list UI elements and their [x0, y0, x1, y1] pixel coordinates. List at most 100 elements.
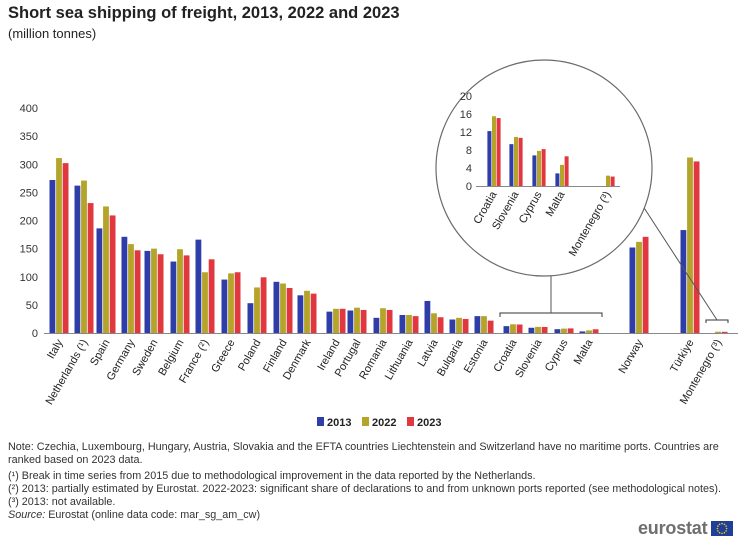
source-text: Eurostat (online data code: mar_sg_am_cw…: [45, 509, 261, 521]
footnote-1: (¹) Break in time series from 2015 due t…: [8, 470, 536, 482]
chart-subtitle: (million tonnes): [8, 26, 97, 41]
bar-sweden-2013: [144, 250, 151, 334]
inset-bar-slovenia-2013: [509, 144, 514, 186]
bar-belgium-2023: [183, 255, 190, 334]
bar-cyprus-2023: [567, 328, 574, 333]
legend-label-2013: 2013: [327, 417, 351, 429]
bar-belgium-2013: [170, 261, 177, 333]
bar-ireland-2013: [326, 311, 333, 334]
bar-croatia-2022: [510, 324, 516, 333]
bar-spain-2013: [96, 228, 103, 334]
x-category-label: Malta: [572, 337, 596, 367]
bar-ireland-2023: [339, 308, 346, 333]
note-text: Note: Czechia, Luxembourg, Hungary, Aust…: [8, 441, 719, 466]
bar-cyprus-2013: [554, 329, 561, 333]
bar-latvia-2022: [431, 313, 437, 333]
y-tick-label: 300: [20, 159, 38, 171]
bar-lithuania-2022: [406, 315, 412, 333]
bar-montenegro-2023: [721, 331, 728, 333]
inset-bar-cyprus-2023: [541, 149, 546, 186]
bar-finland-2022: [280, 283, 286, 333]
bar-poland-2023: [260, 277, 267, 333]
x-category-label: Poland: [236, 338, 264, 374]
bar-malta-2013: [579, 331, 586, 333]
inset-y-tick-label: 12: [460, 127, 472, 139]
legend-swatch-2013: [317, 417, 324, 426]
legend-swatch-2023: [407, 417, 414, 426]
legend-label-2023: 2023: [417, 417, 441, 429]
eu-flag-icon: [711, 521, 734, 536]
bar-norway-2022: [636, 241, 642, 334]
inset-bar-malta-2013: [555, 173, 560, 186]
bar-portugal-2013: [347, 310, 354, 333]
legend-swatch-2022: [362, 417, 369, 426]
eurostat-logo[interactable]: eurostat: [638, 518, 734, 539]
bar-spain-2023: [109, 215, 116, 333]
bar-italy-2013: [49, 180, 56, 333]
bar-estonia-2023: [487, 320, 494, 334]
bar-finland-2023: [286, 288, 293, 333]
inset-bar-croatia-2022: [492, 116, 496, 186]
bar-sweden-2023: [157, 254, 164, 333]
bar-sweden-2022: [151, 248, 157, 334]
bar-malta-2022: [586, 330, 592, 333]
bar-cyprus-2022: [561, 328, 567, 333]
y-tick-label: 250: [20, 187, 38, 199]
bar-denmark-2022: [304, 290, 310, 333]
inset-y-tick-label: 16: [460, 109, 472, 121]
inset-bar-cyprus-2022: [537, 150, 541, 186]
inset-bar-malta-2022: [560, 164, 564, 186]
bar-italy-2022: [56, 158, 62, 333]
x-category-label: Greece: [209, 338, 237, 375]
bar-croatia-2013: [503, 326, 510, 333]
bar-norway-2013: [629, 247, 636, 333]
bar-t-rkiye-2023: [693, 161, 700, 333]
bar-t-rkiye-2013: [680, 230, 687, 333]
inset-bar-cyprus-2013: [532, 155, 537, 186]
footnote-3: (³) 2013: not available.: [8, 496, 116, 508]
inset-y-tick-label: 20: [460, 91, 472, 103]
bar-netherlands-2022: [81, 180, 87, 333]
bar-bulgaria-2023: [462, 318, 469, 333]
y-tick-label: 50: [26, 300, 38, 312]
inset-bar-montenegro-2023: [610, 176, 615, 186]
x-category-label: Spain: [88, 338, 112, 368]
bar-netherlands-2013: [74, 185, 81, 334]
bar-romania-2023: [386, 309, 393, 333]
zoom-bracket-small: [499, 312, 603, 317]
x-category-label: Türkiye: [668, 338, 696, 375]
bar-greece-2013: [221, 279, 228, 333]
bar-belgium-2022: [177, 249, 183, 333]
bar-latvia-2013: [424, 300, 431, 333]
bar-estonia-2022: [481, 316, 487, 334]
y-tick-label: 350: [20, 131, 38, 143]
bar-slovenia-2013: [528, 327, 535, 333]
x-category-label: Cyprus: [543, 337, 571, 374]
bar-germany-2022: [128, 244, 134, 334]
y-tick-label: 150: [20, 244, 38, 256]
bar-italy-2023: [62, 163, 69, 334]
bar-chart: 050100150200250300350400ItalyNetherlands…: [20, 59, 738, 429]
bar-netherlands-2023: [87, 203, 94, 333]
bar-france-2013: [195, 239, 202, 334]
zoom-connector-right: [636, 196, 718, 321]
bar-montenegro-2022: [715, 331, 721, 333]
bar-estonia-2013: [474, 316, 481, 334]
bar-greece-2022: [228, 273, 234, 334]
source-label: Source:: [8, 509, 46, 521]
y-tick-label: 400: [20, 103, 38, 115]
source-line: Source: Eurostat (online data code: mar_…: [8, 509, 744, 522]
bar-slovenia-2022: [535, 326, 541, 333]
bar-latvia-2023: [437, 317, 444, 333]
inset-y-tick-label: 0: [466, 181, 472, 193]
bar-poland-2013: [247, 303, 254, 333]
bar-germany-2013: [121, 236, 128, 333]
bar-malta-2023: [592, 329, 599, 333]
bar-bulgaria-2013: [449, 319, 456, 333]
footnotes: Note: Czechia, Luxembourg, Hungary, Aust…: [8, 441, 744, 522]
bar-france-2022: [202, 272, 208, 333]
chart-title: Short sea shipping of freight, 2013, 202…: [8, 4, 400, 22]
inset-bar-croatia-2013: [487, 131, 492, 186]
bar-finland-2013: [273, 281, 280, 333]
logo-text: eurostat: [638, 518, 708, 538]
